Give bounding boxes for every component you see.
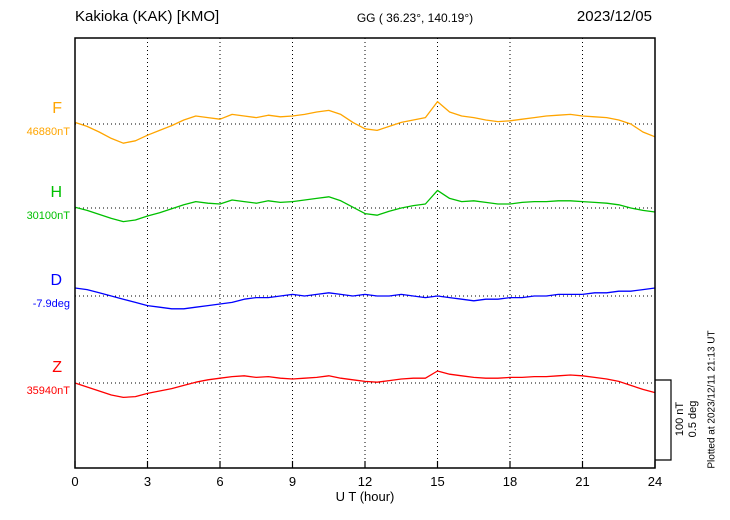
plot-frame xyxy=(74,37,656,469)
series-baseline-value-D: -7.9deg xyxy=(32,298,70,310)
trace-Z xyxy=(74,370,656,399)
observatory-title: Kakioka (KAK) [KMO] xyxy=(75,8,220,25)
scale-bar xyxy=(655,379,672,461)
series-label-Z: Z xyxy=(52,359,62,376)
series-baseline-value-H: 30100nT xyxy=(26,210,70,222)
series-label-D: D xyxy=(50,272,62,289)
x-tick-label: 3 xyxy=(144,474,151,489)
series-label-F: F xyxy=(52,100,62,117)
series-baseline-value-Z: 35940nT xyxy=(26,385,70,397)
plot-date: 2023/12/05 xyxy=(576,8,652,25)
trace-H xyxy=(74,189,656,223)
x-tick-label: 21 xyxy=(575,474,589,489)
scale-bar-label-deg: 0.5 deg xyxy=(687,400,699,438)
trace-F xyxy=(74,100,656,144)
series-label-H: H xyxy=(50,184,62,201)
x-tick-label: 12 xyxy=(358,474,372,489)
x-tick-label: 15 xyxy=(430,474,444,489)
trace-D xyxy=(74,287,656,310)
x-tick-label: 6 xyxy=(216,474,223,489)
x-tick-label: 9 xyxy=(289,474,296,489)
plotted-at-note: Plotted at 2023/12/11 21:13 UT xyxy=(706,330,718,469)
x-tick-label: 24 xyxy=(648,474,662,489)
x-tick-label: 18 xyxy=(503,474,517,489)
x-axis-label: U T (hour) xyxy=(335,489,395,504)
series-baseline-value-F: 46880nT xyxy=(26,126,70,138)
scale-bar-label-nt: 100 nT xyxy=(674,401,686,437)
x-tick-label: 0 xyxy=(71,474,78,489)
geographic-coordinates: GG ( 36.23°, 140.19°) xyxy=(356,11,474,25)
